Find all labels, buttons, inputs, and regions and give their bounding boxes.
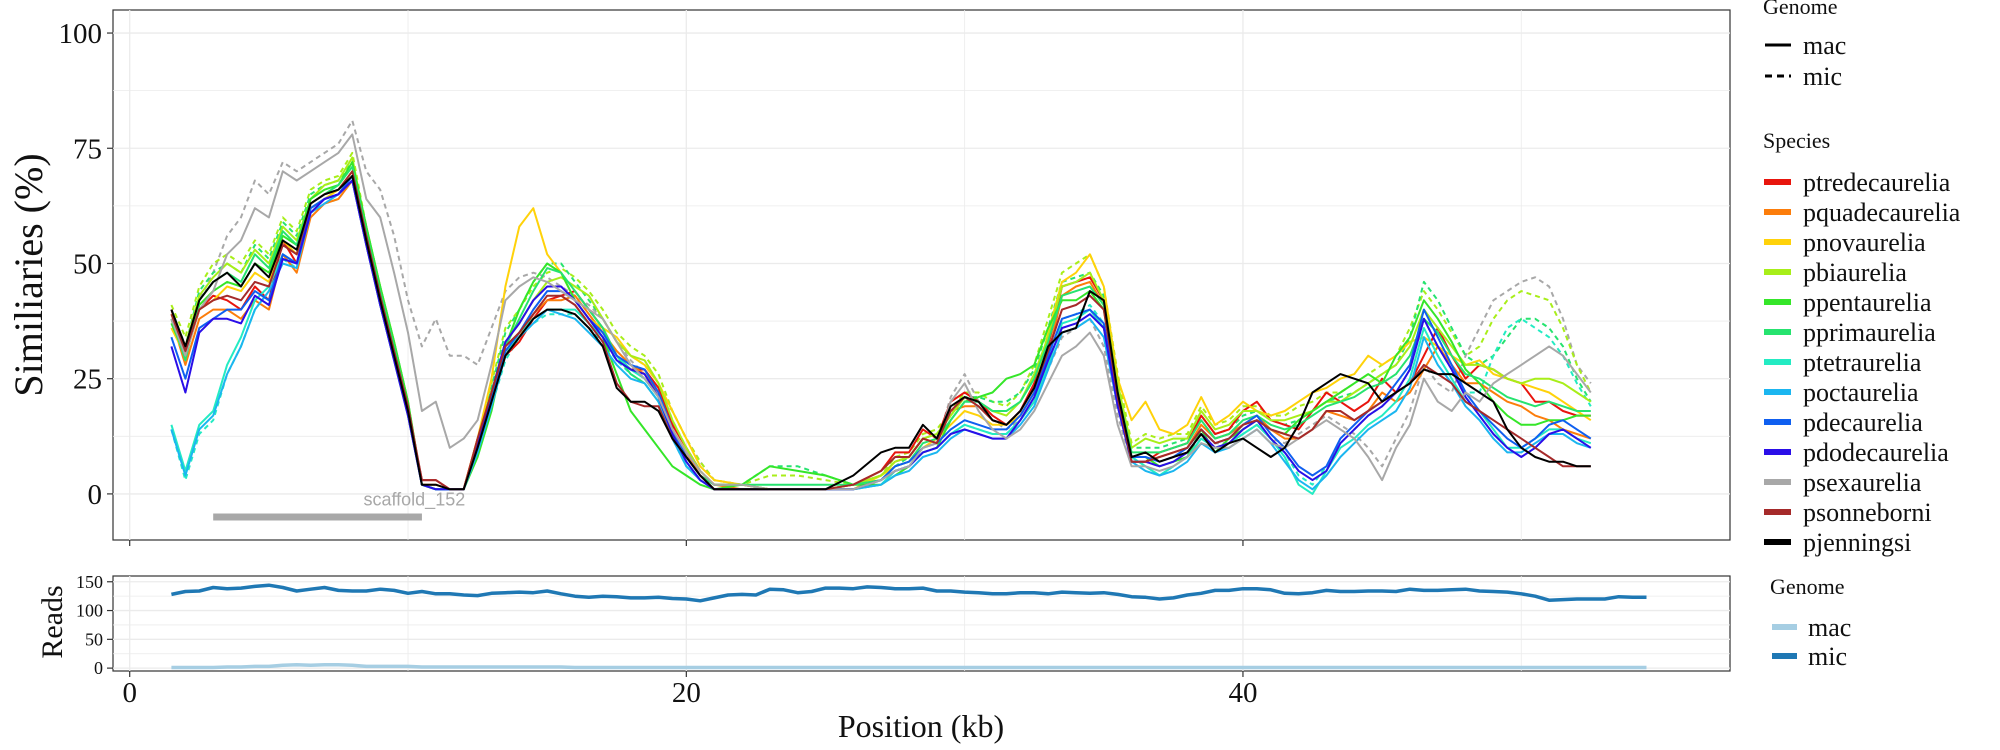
series-line-psexaurelia-mac <box>170 133 1592 491</box>
legend-label-ptetraurelia: ptetraurelia <box>1803 348 1922 377</box>
reads-panel: 0 50 100 150 Reads <box>36 572 1731 678</box>
legend-label-pbiaurelia: pbiaurelia <box>1803 258 1907 287</box>
similarities-y-axis: 0 25 50 75 100 <box>59 18 113 511</box>
series-line-pjenningsi-mac <box>170 174 1591 491</box>
reads-line-mac <box>171 662 1647 670</box>
legend-label-pquadecaurelia: pquadecaurelia <box>1803 198 1961 227</box>
legend-label-pjenningsi: pjenningsi <box>1803 528 1911 557</box>
y-tick-label: 50 <box>85 629 103 649</box>
legend-label-pdecaurelia: pdecaurelia <box>1803 408 1923 437</box>
series-line-pdodecaurelia-mac <box>170 179 1592 491</box>
y-tick-label: 50 <box>73 248 102 280</box>
legend-label-reads-mac: mac <box>1808 613 1851 642</box>
legend-label-psonneborni: psonneborni <box>1803 498 1932 527</box>
similarities-lines <box>170 119 1592 495</box>
similarities-grid <box>113 10 1730 540</box>
x-tick-label: 0 <box>122 677 137 709</box>
y-tick-label: 100 <box>76 601 103 621</box>
similarities-y-axis-label: Similiaries (%) <box>6 153 51 396</box>
y-tick-label: 0 <box>88 479 103 511</box>
legend-label-poctaurelia: poctaurelia <box>1803 378 1919 407</box>
series-line-pprimaurelia-mac <box>170 165 1591 491</box>
reads-lines <box>171 583 1647 670</box>
legend-label-pnovaurelia: pnovaurelia <box>1803 228 1926 257</box>
scaffold-label: scaffold_152 <box>363 489 465 510</box>
legend-label-reads-mic: mic <box>1808 642 1847 671</box>
similarities-panel: scaffold_152 0 25 50 75 100 Similiaries (%) <box>6 9 1731 541</box>
legend-genome-title: Genome <box>1763 0 1838 19</box>
y-tick-label: 100 <box>59 18 103 50</box>
series-line-psonneborni-mac <box>170 170 1591 491</box>
x-axis: 0 20 40 <box>122 540 1257 709</box>
y-tick-label: 25 <box>73 364 102 396</box>
legend-label-ppentaurelia: ppentaurelia <box>1803 288 1932 317</box>
legend-species-title: Species <box>1763 128 1830 153</box>
legend-label-pprimaurelia: pprimaurelia <box>1803 318 1936 347</box>
y-tick-label: 75 <box>73 133 102 165</box>
x-tick-label: 40 <box>1228 677 1257 709</box>
x-tick-label: 20 <box>672 677 701 709</box>
reads-y-axis-label: Reads <box>36 585 69 658</box>
legend-label-ptredecaurelia: ptredecaurelia <box>1803 168 1951 197</box>
legend-species-items: ptredecaureliapquadecaureliapnovaureliap… <box>1764 168 1961 557</box>
y-tick-label: 150 <box>76 572 103 592</box>
legend-label-pdodecaurelia: pdodecaurelia <box>1803 438 1949 467</box>
legend-label-psexaurelia: psexaurelia <box>1803 468 1922 497</box>
scaffold-annotation: scaffold_152 <box>213 489 465 521</box>
reads-y-axis: 0 50 100 150 <box>76 572 113 678</box>
legend-reads-title: Genome <box>1770 574 1845 599</box>
legend-label-mac: mac <box>1803 31 1846 60</box>
legend-label-mic: mic <box>1803 62 1842 91</box>
similarities-plot-frame <box>112 9 1731 541</box>
x-axis-label: Position (kb) <box>838 708 1004 744</box>
reads-plot-frame <box>112 575 1731 672</box>
y-tick-label: 0 <box>94 658 103 678</box>
reads-line-mic <box>171 583 1647 603</box>
